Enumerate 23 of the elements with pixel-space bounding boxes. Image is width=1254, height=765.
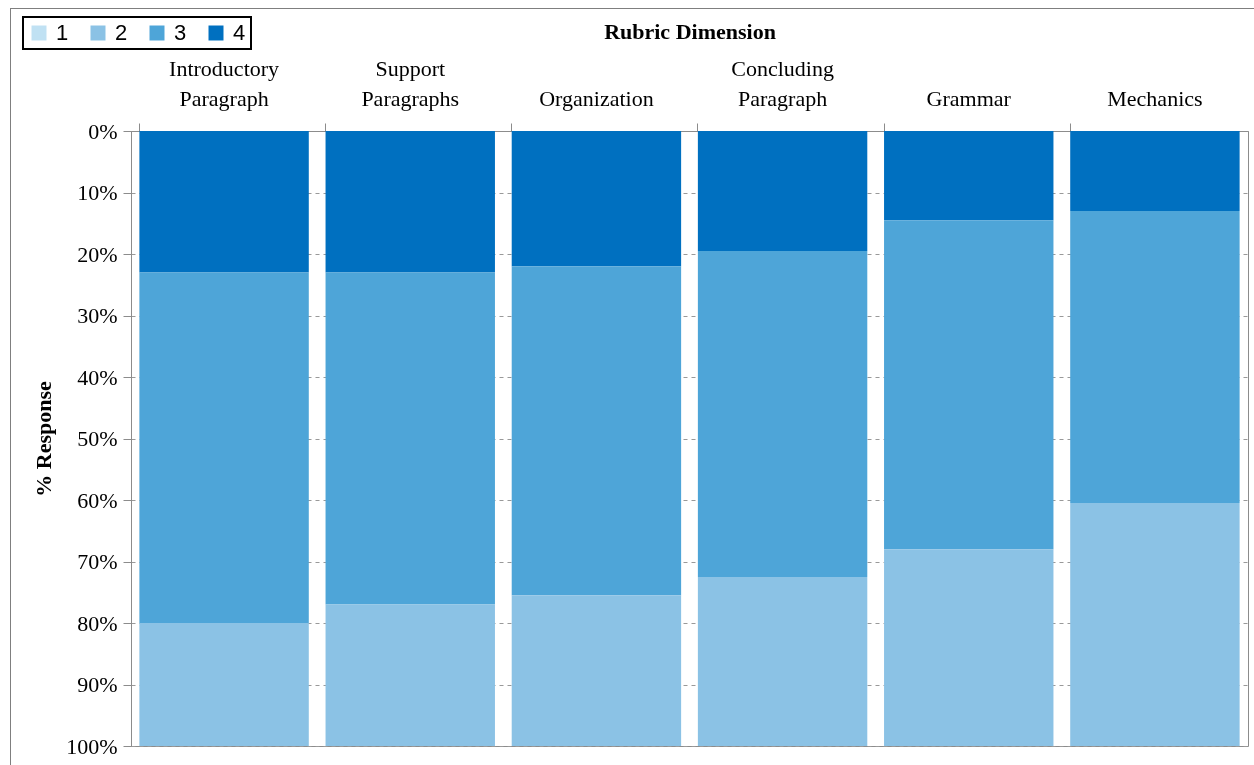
y-tick-label: 30% xyxy=(77,303,118,328)
x-tick-label: Support Paragraphs xyxy=(361,55,460,111)
x-tick-label: Introductory Paragraph xyxy=(169,55,280,111)
y-tick-label: 50% xyxy=(77,426,118,451)
legend-label: 4 xyxy=(233,20,246,45)
legend-label: 1 xyxy=(56,20,69,45)
y-tick-label: 100% xyxy=(66,733,118,759)
x-axis-title: Rubric Dimension xyxy=(604,18,776,44)
y-tick-label: 90% xyxy=(77,672,118,697)
x-tick-label: Concluding Paragraph xyxy=(731,55,834,111)
x-tick-label: Grammar xyxy=(926,85,1012,111)
legend-label: 2 xyxy=(115,20,128,45)
legend-label: 3 xyxy=(174,20,187,45)
x-tick-label: Organization xyxy=(539,85,654,111)
y-tick-label: 20% xyxy=(77,241,118,267)
y-tick-label: 70% xyxy=(77,549,118,574)
y-tick-label: 40% xyxy=(77,364,118,390)
y-axis-title: % Response xyxy=(31,381,57,497)
y-tick-label: 0% xyxy=(88,118,118,144)
y-tick-label: 10% xyxy=(77,180,118,205)
y-tick-label: 60% xyxy=(77,487,118,513)
x-tick-label: Mechanics xyxy=(1107,85,1203,111)
y-tick-label: 80% xyxy=(77,610,118,636)
